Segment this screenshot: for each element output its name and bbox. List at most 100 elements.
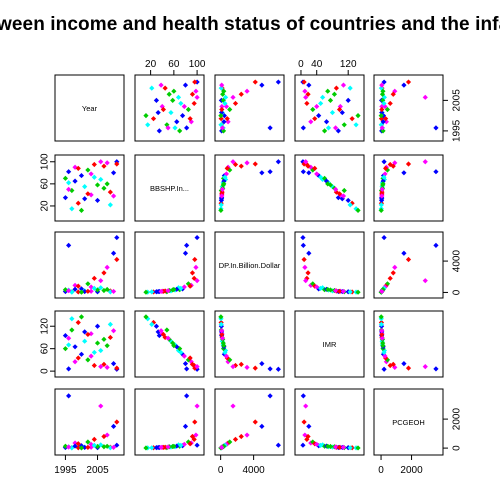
data-point [179, 113, 186, 119]
chart-title: ween income and health status of countri… [0, 14, 500, 35]
data-point [69, 289, 75, 295]
data-point [378, 314, 384, 320]
data-point [184, 242, 190, 249]
data-point [155, 329, 161, 335]
data-point [178, 100, 184, 107]
data-point [244, 88, 250, 94]
data-point [323, 119, 330, 125]
panel-4-3 [294, 388, 365, 456]
data-point [143, 113, 149, 119]
data-point [383, 116, 389, 122]
data-point [390, 270, 396, 276]
data-point [218, 122, 224, 128]
data-point [401, 250, 407, 256]
tick-label: 40 [311, 59, 323, 70]
data-point [110, 328, 117, 334]
panel-4-0 [54, 388, 125, 456]
data-point [75, 200, 81, 206]
data-point [94, 323, 101, 329]
data-point [312, 165, 318, 171]
data-point [300, 242, 306, 249]
data-point [230, 94, 236, 100]
data-point [267, 125, 273, 131]
panel-0-0 [54, 74, 125, 142]
data-point [379, 335, 385, 341]
data-point [78, 286, 85, 292]
data-point [175, 94, 182, 100]
chart-title-container: ween income and health status of countri… [0, 14, 500, 42]
data-point [333, 444, 339, 450]
data-point [189, 433, 196, 440]
data-point [379, 196, 385, 202]
data-point [192, 79, 198, 85]
data-point [380, 286, 386, 293]
data-point [349, 116, 355, 122]
tick-label: 2000 [400, 465, 423, 476]
data-point [194, 364, 200, 370]
data-point [306, 82, 312, 88]
data-point [85, 281, 91, 287]
data-point [308, 119, 314, 125]
data-point [171, 286, 177, 293]
data-point [223, 353, 230, 359]
data-point [378, 113, 384, 119]
data-point [381, 79, 387, 85]
data-point [114, 365, 120, 371]
data-point [72, 359, 78, 365]
data-point [219, 103, 225, 110]
data-point [101, 361, 107, 367]
data-point [301, 256, 307, 263]
data-point [155, 288, 161, 295]
data-point [230, 403, 236, 409]
panel-2-4 [373, 231, 444, 299]
data-point [78, 289, 85, 295]
data-point [310, 167, 316, 173]
data-point [219, 335, 226, 341]
data-point [78, 445, 85, 451]
data-point [101, 444, 107, 450]
data-point [181, 284, 187, 290]
panel-2-1 [134, 231, 205, 299]
panel-0-3 [294, 74, 365, 142]
data-point [155, 109, 161, 116]
data-point [300, 169, 306, 175]
data-point [218, 202, 224, 208]
data-point [165, 125, 171, 131]
data-point [98, 285, 104, 291]
data-point [306, 423, 312, 429]
data-point [170, 97, 176, 103]
data-point [382, 353, 388, 359]
data-point [314, 103, 320, 110]
tick-label: 1995 [54, 465, 77, 476]
data-point [259, 170, 265, 176]
data-point [110, 193, 117, 199]
data-point [390, 91, 396, 97]
data-point [252, 79, 258, 85]
data-point [331, 91, 338, 97]
data-point [379, 328, 385, 334]
data-point [314, 171, 320, 177]
data-point [320, 94, 326, 100]
data-point [339, 109, 345, 116]
data-point [98, 442, 104, 448]
data-point [75, 441, 81, 447]
data-point [150, 319, 157, 326]
data-point [104, 364, 110, 370]
data-point [85, 331, 91, 338]
data-point [189, 270, 196, 276]
data-point [191, 100, 197, 107]
data-point [305, 91, 311, 97]
data-point [219, 328, 225, 334]
data-point [312, 116, 318, 122]
data-point [333, 186, 339, 192]
data-point [85, 167, 91, 173]
data-point [156, 128, 162, 134]
data-point [378, 202, 384, 208]
data-point [390, 361, 396, 367]
data-point [85, 288, 91, 294]
data-point [303, 159, 309, 165]
data-point [379, 125, 385, 131]
panel-1-4 [373, 154, 444, 222]
data-point [165, 288, 171, 294]
